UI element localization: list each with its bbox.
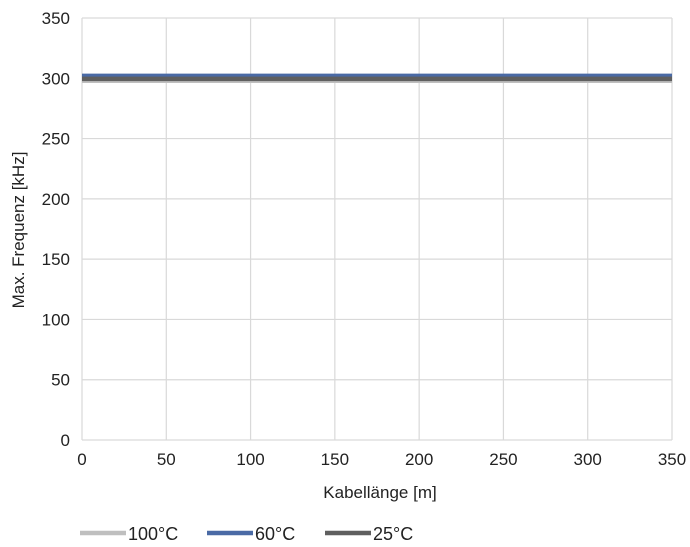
x-axis-title: Kabellänge [m]	[323, 483, 436, 502]
y-tick-label-5: 250	[42, 130, 70, 149]
x-axis-ticks: 0 50 100 150 200 250 300 350	[77, 450, 686, 469]
x-tick-label-4: 200	[405, 450, 433, 469]
y-tick-label-4: 200	[42, 190, 70, 209]
y-axis-ticks: 0 50 100 150 200 250 300 350	[42, 9, 70, 450]
y-tick-label-3: 150	[42, 250, 70, 269]
y-tick-label-1: 50	[51, 371, 70, 390]
legend-label-25c: 25°C	[373, 524, 413, 544]
y-tick-label-6: 300	[42, 69, 70, 88]
y-tick-label-0: 0	[61, 431, 70, 450]
x-tick-label-0: 0	[77, 450, 86, 469]
x-tick-label-2: 100	[236, 450, 264, 469]
x-tick-label-1: 50	[157, 450, 176, 469]
x-tick-label-5: 250	[489, 450, 517, 469]
series-group	[82, 73, 672, 83]
legend: 100°C 60°C 25°C	[80, 524, 413, 544]
grid	[81, 17, 673, 441]
legend-label-60c: 60°C	[255, 524, 295, 544]
x-tick-label-7: 350	[658, 450, 686, 469]
y-tick-label-7: 350	[42, 9, 70, 28]
y-tick-label-2: 100	[42, 310, 70, 329]
x-tick-label-3: 150	[321, 450, 349, 469]
y-axis-title: Max. Frequenz [kHz]	[9, 152, 28, 309]
x-tick-label-6: 300	[574, 450, 602, 469]
legend-label-100c: 100°C	[128, 524, 178, 544]
